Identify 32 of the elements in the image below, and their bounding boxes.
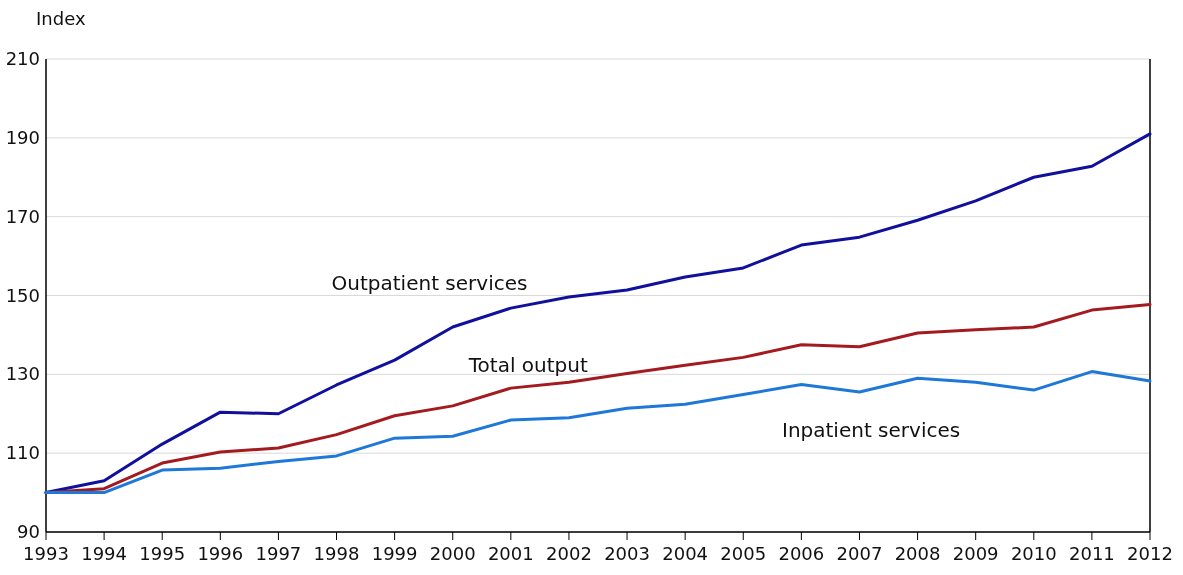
x-tick-label: 2007 [836, 543, 883, 564]
y-tick-label: 130 [5, 363, 40, 385]
x-tick-label: 1997 [255, 543, 302, 564]
series-label: Inpatient services [782, 418, 961, 443]
series-label: Outpatient services [331, 271, 528, 296]
x-tick-label: 2009 [952, 543, 999, 564]
line-series [44, 303, 1152, 495]
x-tick-label: 2000 [429, 543, 476, 564]
x-tick-label: 1996 [197, 543, 244, 564]
x-tick-label: 1998 [313, 543, 360, 564]
x-tick-label: 1993 [23, 543, 69, 564]
x-tick-label: 1999 [371, 543, 418, 564]
x-tick-label: 2005 [720, 543, 767, 564]
x-tick-label: 2011 [1068, 543, 1115, 564]
y-tick-label: 210 [5, 48, 40, 69]
x-tick-label: 2012 [1127, 543, 1173, 564]
y-tick-label: 90 [17, 521, 40, 542]
y-tick-label: 150 [5, 284, 40, 306]
x-tick-label: 2004 [662, 543, 709, 564]
x-tick-label: 2006 [778, 543, 825, 564]
series-label: Total output [467, 353, 588, 378]
y-tick-label: 190 [5, 126, 40, 148]
x-tick-label: 2003 [604, 543, 650, 564]
y-axis-title: Index [36, 8, 86, 29]
x-tick-label: 2002 [546, 543, 592, 564]
x-tick-label: 1995 [139, 543, 186, 564]
y-tick-label: 110 [5, 442, 40, 464]
x-tick-label: 2008 [894, 543, 941, 564]
x-tick-label: 2010 [1010, 543, 1057, 564]
y-tick-label: 170 [5, 205, 40, 227]
x-tick-label: 2001 [487, 543, 534, 564]
x-tick-label: 1994 [81, 543, 128, 564]
